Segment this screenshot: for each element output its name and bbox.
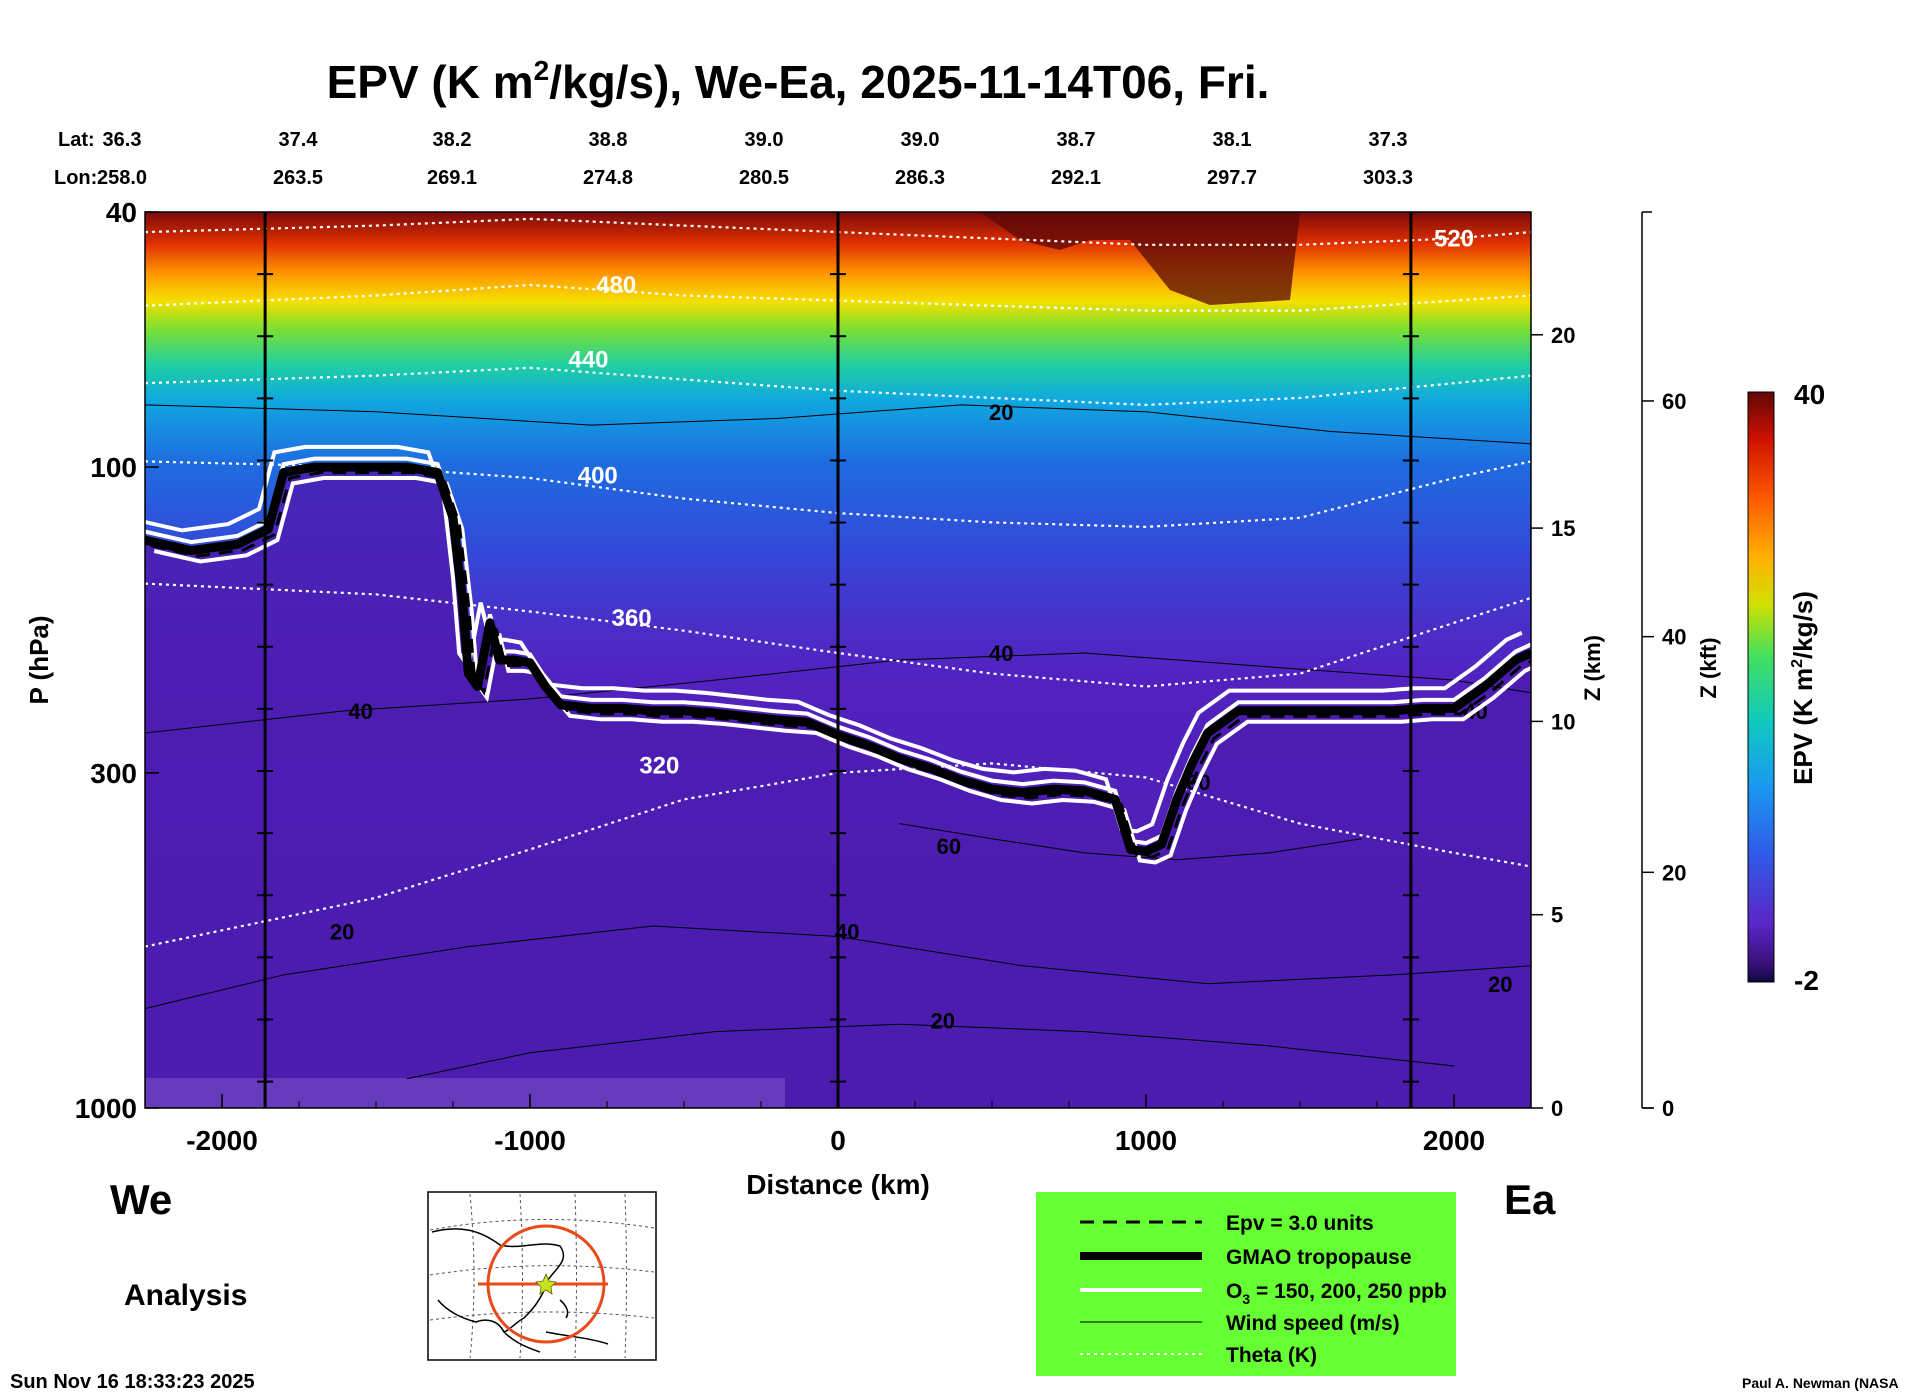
theta-line — [145, 283, 1531, 312]
z-kft-axis-label: Z (kft) — [1696, 637, 1721, 698]
lon-value: 263.5 — [273, 167, 323, 189]
chart-title: EPV (K m2/kg/s), We-Ea, 2025-11-14T06, F… — [327, 55, 1270, 108]
lon-value: 286.3 — [895, 167, 945, 189]
theta-label: 400 — [578, 462, 618, 489]
lon-value: 258.0 — [97, 167, 147, 189]
wind-label: 40 — [989, 641, 1013, 666]
z-kft-tick-label: 60 — [1662, 389, 1686, 414]
x-axis: -2000 -1000 0 1000 2000 — [186, 1094, 1485, 1156]
z-km-axis: 0 5 10 15 20 — [1531, 323, 1575, 1121]
wind-contour-line — [145, 404, 1531, 445]
theta-line — [145, 366, 1531, 407]
y-tick-label: 100 — [90, 452, 137, 483]
colorbar-label: EPV (K m2/kg/s) — [1788, 591, 1818, 785]
z-km-tick-label: 0 — [1551, 1096, 1563, 1121]
colorbar — [1747, 391, 1775, 983]
lat-lon-values: 36.3 37.4 38.2 38.8 39.0 39.0 38.7 38.1 37.3 258.… — [97, 129, 1413, 189]
wind-contour-line — [899, 823, 1362, 861]
lat-value: 38.1 — [1213, 129, 1252, 151]
theta-line — [145, 582, 1531, 688]
legend-label-theta: Theta (K) — [1226, 1344, 1317, 1367]
theta-line — [145, 460, 1531, 529]
inset-coastline — [431, 1228, 609, 1353]
z-km-tick-label: 15 — [1551, 516, 1575, 541]
x-tick-label: 2000 — [1423, 1125, 1485, 1156]
y-axis-label: P (hPa) — [24, 615, 54, 704]
lon-value: 303.3 — [1363, 167, 1413, 189]
wind-contour-line — [145, 652, 1531, 734]
wind-label: 40 — [348, 699, 372, 724]
analysis-label: Analysis — [124, 1279, 247, 1312]
lon-value: 292.1 — [1051, 167, 1101, 189]
lon-value: 297.7 — [1207, 167, 1257, 189]
legend: Epv = 3.0 units GMAO tropopause O3 = 150… — [1036, 1192, 1456, 1376]
z-kft-tick-label: 20 — [1662, 860, 1686, 885]
wind-label: 20 — [930, 1008, 954, 1033]
y-tick-label: 300 — [90, 758, 137, 789]
theta-label: 520 — [1434, 226, 1474, 253]
inset-map — [427, 1191, 657, 1361]
wind-label: 20 — [330, 919, 354, 944]
lat-value: 39.0 — [901, 129, 940, 151]
west-label: We — [110, 1176, 172, 1223]
z-km-tick-label: 10 — [1551, 709, 1575, 734]
high-epv-region — [980, 212, 1300, 305]
legend-label-tropopause: GMAO tropopause — [1226, 1246, 1412, 1269]
timestamp: Sun Nov 16 18:33:23 2025 — [10, 1371, 255, 1393]
inset-graticule — [429, 1193, 655, 1359]
y-tick-label: 1000 — [75, 1093, 137, 1124]
ozone-contour-line — [145, 444, 1523, 834]
y-axis: 40 100 300 1000 — [75, 197, 159, 1124]
lon-value: 269.1 — [427, 167, 477, 189]
z-km-tick-label: 5 — [1551, 903, 1563, 928]
lat-value: 38.2 — [433, 129, 472, 151]
theta-line — [145, 217, 1531, 246]
x-tick-label: -2000 — [186, 1125, 258, 1156]
z-kft-tick-label: 0 — [1662, 1096, 1674, 1121]
lat-value: 37.3 — [1369, 129, 1408, 151]
z-kft-axis: 0 20 40 60 — [1641, 211, 1686, 1121]
inset-map-frame — [427, 1191, 657, 1361]
colorbar-max-label: 40 — [1794, 379, 1825, 410]
legend-label-ozone: O3 = 150, 200, 250 ppb — [1226, 1280, 1447, 1307]
lat-value: 37.4 — [279, 129, 319, 151]
y-tick-label: 40 — [106, 197, 137, 228]
east-label: Ea — [1504, 1176, 1556, 1223]
wind-label: 20 — [989, 400, 1013, 425]
lat-value: 39.0 — [745, 129, 784, 151]
theta-label: 440 — [568, 347, 608, 374]
legend-label-epv: Epv = 3.0 units — [1226, 1212, 1374, 1235]
z-km-axis-label: Z (km) — [1580, 635, 1605, 701]
inset-center-star-icon — [535, 1272, 557, 1295]
gmao-tropopause-line — [145, 462, 1531, 856]
x-tick-label: -1000 — [494, 1125, 566, 1156]
z-km-tick-label: 20 — [1551, 323, 1575, 348]
wind-contour-line — [406, 1023, 1455, 1080]
lat-value: 38.7 — [1057, 129, 1096, 151]
credit: Paul A. Newman (NASA — [1742, 1375, 1899, 1391]
lat-value: 38.8 — [589, 129, 628, 151]
lon-value: 280.5 — [739, 167, 789, 189]
lon-label: Lon: — [54, 167, 97, 189]
x-axis-label: Distance (km) — [746, 1169, 930, 1200]
x-tick-label: 0 — [830, 1125, 846, 1156]
lat-value: 36.3 — [103, 129, 142, 151]
wind-label: 20 — [1488, 972, 1512, 997]
theta-label: 480 — [596, 272, 636, 299]
theta-label: 320 — [639, 752, 679, 779]
theta-label: 360 — [612, 605, 652, 632]
ozone-contour-line — [145, 456, 1531, 846]
lon-value: 274.8 — [583, 167, 633, 189]
legend-label-wind: Wind speed (m/s) — [1226, 1312, 1400, 1335]
z-kft-tick-label: 40 — [1662, 625, 1686, 650]
x-tick-label: 1000 — [1115, 1125, 1177, 1156]
vertical-marker-lines — [257, 212, 1419, 1108]
colorbar-min-label: -2 — [1794, 965, 1819, 996]
wind-label: 60 — [937, 834, 961, 859]
lat-label: Lat: — [58, 129, 95, 151]
